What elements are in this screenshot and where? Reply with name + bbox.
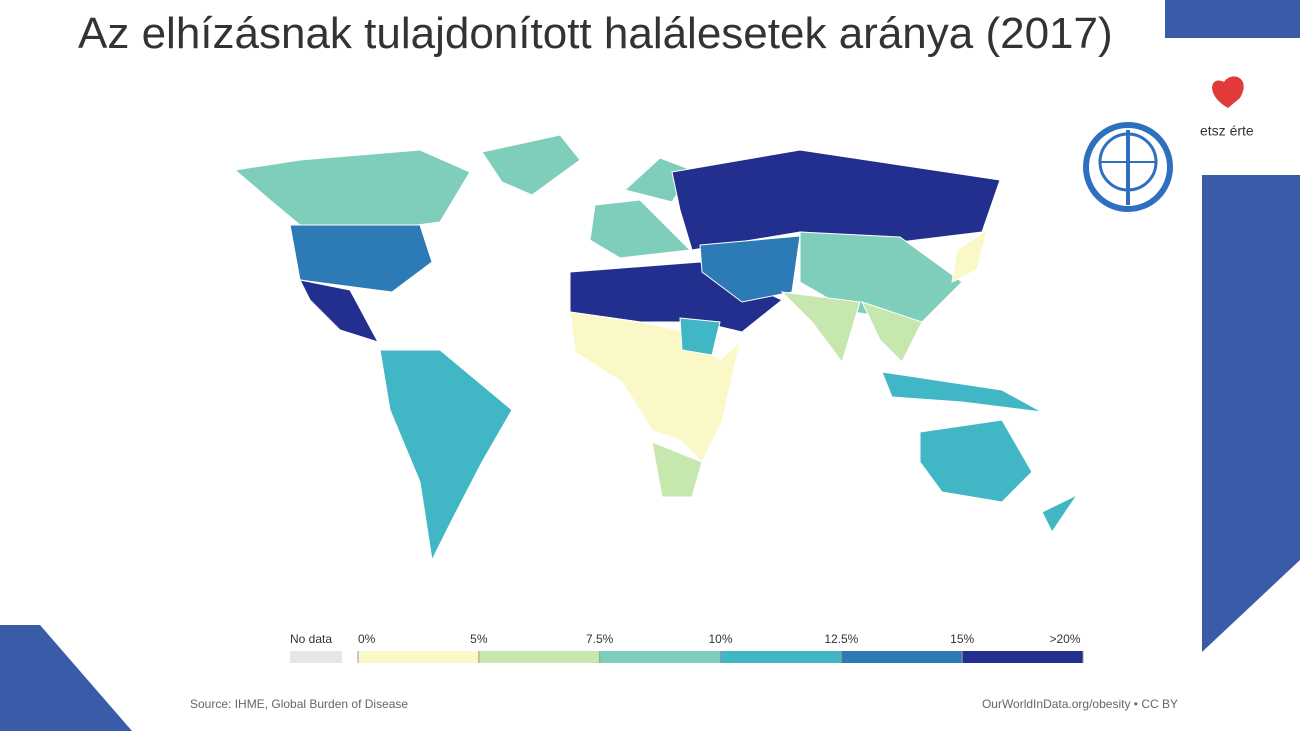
legend-bin [720,651,842,663]
country-region [651,441,703,498]
country-region [1041,493,1079,533]
legend-bin [599,651,721,663]
country-region [589,199,692,259]
heart-logo [1212,76,1244,108]
slide-title: Az elhízásnak tulajdonított halálesetek … [78,9,1113,58]
world-map [233,134,1079,562]
source: Source: IHME, Global Burden of Disease [190,697,408,711]
legend-tick-label: 15% [950,632,974,646]
decor-shape [1202,175,1300,652]
legend-tick-label: 10% [708,632,732,646]
legend: No data 0% 5% 7.5% 10% 12.5% 15% >20% [290,632,1084,663]
no-data-label: No data [290,632,332,646]
legend-bin [478,651,600,663]
country-region [919,419,1033,503]
country-region [951,228,988,283]
country-region [233,149,471,231]
country-region [780,291,861,364]
country-region [861,301,923,363]
country-region [481,134,581,196]
no-data-swatch [290,651,342,663]
legend-tick-label: 12.5% [824,632,858,646]
legend-bin [841,651,963,663]
country-region [679,317,721,356]
legend-tick-label: 0% [358,632,376,646]
country-region [299,279,380,343]
country-region [699,235,801,303]
legend-tick-label: 5% [470,632,488,646]
country-region [881,371,1043,413]
legend-tick-label: 7.5% [586,632,614,646]
legend-bin [962,651,1083,663]
country-region [379,349,513,562]
country-region [289,224,433,293]
credit: OurWorldInData.org/obesity • CC BY [982,697,1178,711]
decor-bar [1165,0,1300,38]
who-logo [1083,122,1173,212]
logo-text: etsz érte [1200,123,1254,139]
legend-tick-label: >20% [1049,632,1080,646]
decor-triangle [0,625,132,731]
legend-bin [358,651,479,663]
